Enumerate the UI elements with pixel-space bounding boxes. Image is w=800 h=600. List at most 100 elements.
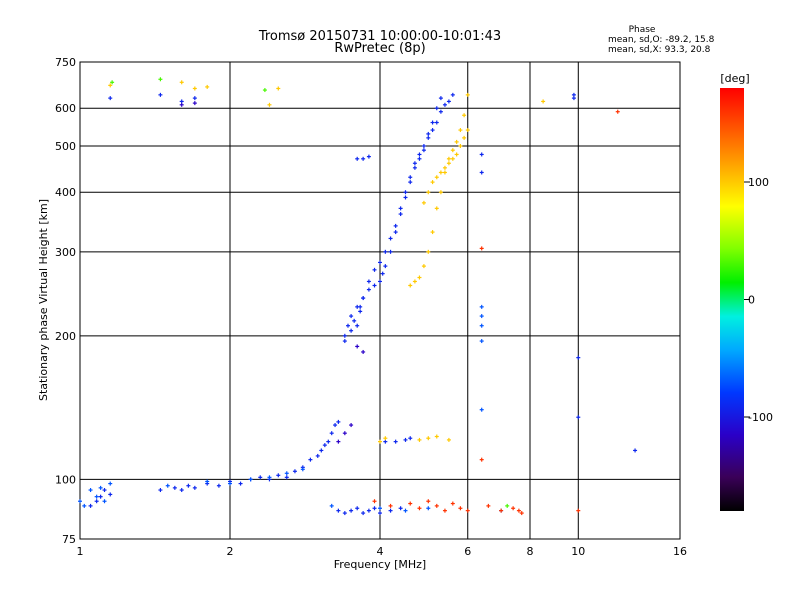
data-point bbox=[349, 508, 354, 513]
data-point bbox=[438, 109, 443, 114]
data-point bbox=[192, 96, 197, 101]
data-point bbox=[284, 475, 289, 480]
data-point bbox=[94, 494, 99, 499]
data-point bbox=[158, 77, 163, 82]
data-point bbox=[388, 508, 393, 513]
colorbar-label: [deg] bbox=[720, 72, 749, 85]
data-point bbox=[326, 439, 331, 444]
data-point bbox=[541, 99, 546, 104]
data-point bbox=[434, 434, 439, 439]
data-point bbox=[378, 260, 382, 265]
colorbar bbox=[720, 88, 744, 511]
data-point bbox=[393, 230, 398, 235]
data-point bbox=[158, 92, 163, 97]
data-point bbox=[446, 156, 451, 161]
data-point bbox=[450, 156, 455, 161]
data-point bbox=[479, 323, 484, 328]
data-point bbox=[434, 206, 439, 211]
data-point bbox=[179, 488, 184, 493]
data-point bbox=[417, 437, 422, 442]
data-point bbox=[511, 506, 516, 511]
data-point bbox=[403, 437, 408, 442]
data-point bbox=[454, 152, 459, 157]
data-point bbox=[358, 304, 363, 309]
data-point bbox=[108, 481, 113, 486]
data-point bbox=[398, 212, 403, 217]
data-point bbox=[372, 499, 377, 504]
data-point bbox=[421, 148, 426, 153]
data-point bbox=[238, 481, 243, 486]
data-point bbox=[408, 501, 413, 506]
data-point bbox=[465, 128, 470, 133]
data-point bbox=[342, 333, 347, 338]
data-point bbox=[408, 175, 413, 180]
data-point bbox=[383, 264, 388, 269]
data-point bbox=[454, 139, 459, 144]
phase-stats-o: mean, sd,O: -89.2, 15.8 bbox=[608, 35, 715, 45]
data-point bbox=[276, 86, 281, 91]
data-point bbox=[462, 113, 467, 118]
data-point bbox=[633, 448, 638, 453]
data-point bbox=[352, 318, 357, 323]
data-point bbox=[378, 279, 382, 284]
data-point bbox=[516, 508, 521, 513]
data-point bbox=[383, 439, 388, 444]
data-point bbox=[450, 148, 455, 153]
phase-stats-x: mean, sd,X: 93.3, 20.8 bbox=[608, 45, 711, 55]
grid-lines bbox=[80, 62, 680, 539]
data-point bbox=[276, 473, 281, 478]
y-axis-label: Stationary phase Virtual Height [km] bbox=[37, 199, 50, 401]
data-point bbox=[412, 165, 417, 170]
y-tick-label: 600 bbox=[55, 102, 76, 115]
data-point bbox=[349, 314, 354, 319]
data-point bbox=[342, 431, 347, 436]
y-tick-label: 100 bbox=[55, 473, 76, 486]
data-point bbox=[426, 499, 431, 504]
data-point bbox=[412, 161, 417, 166]
x-tick-label: 1 bbox=[77, 545, 84, 558]
data-point bbox=[258, 475, 263, 480]
data-point bbox=[458, 143, 463, 148]
data-point bbox=[417, 156, 422, 161]
data-point bbox=[479, 339, 484, 344]
chart-subtitle: RwPretec (8p) bbox=[334, 41, 425, 56]
data-point bbox=[355, 323, 360, 328]
data-point bbox=[417, 275, 422, 280]
data-point bbox=[393, 439, 398, 444]
data-point bbox=[102, 488, 107, 493]
data-point bbox=[319, 448, 324, 453]
x-tick-label: 16 bbox=[673, 545, 687, 558]
data-point bbox=[216, 483, 221, 488]
data-point bbox=[388, 503, 393, 508]
data-point bbox=[110, 80, 115, 85]
data-point bbox=[426, 190, 431, 195]
data-point bbox=[576, 355, 581, 360]
data-point bbox=[378, 511, 382, 516]
data-point bbox=[378, 506, 382, 511]
data-point bbox=[355, 344, 360, 349]
data-point bbox=[108, 492, 113, 497]
data-point bbox=[434, 120, 439, 125]
data-point bbox=[417, 506, 422, 511]
data-point bbox=[479, 407, 484, 412]
data-point bbox=[421, 200, 426, 205]
data-point bbox=[315, 453, 320, 458]
data-point bbox=[479, 246, 484, 251]
data-point bbox=[179, 80, 184, 85]
data-point bbox=[361, 296, 366, 301]
data-point bbox=[342, 511, 347, 516]
data-point bbox=[576, 508, 581, 513]
data-point bbox=[398, 206, 403, 211]
data-point bbox=[615, 109, 620, 114]
data-point bbox=[192, 86, 197, 91]
data-point bbox=[345, 323, 350, 328]
data-point bbox=[430, 230, 435, 235]
chart-title: Tromsø 20150731 10:00:00-10:01:43 bbox=[258, 29, 501, 44]
data-point bbox=[434, 106, 439, 111]
data-point bbox=[462, 135, 467, 140]
data-point bbox=[486, 503, 491, 508]
data-point bbox=[479, 457, 484, 462]
data-point bbox=[426, 135, 431, 140]
data-point bbox=[366, 287, 371, 292]
